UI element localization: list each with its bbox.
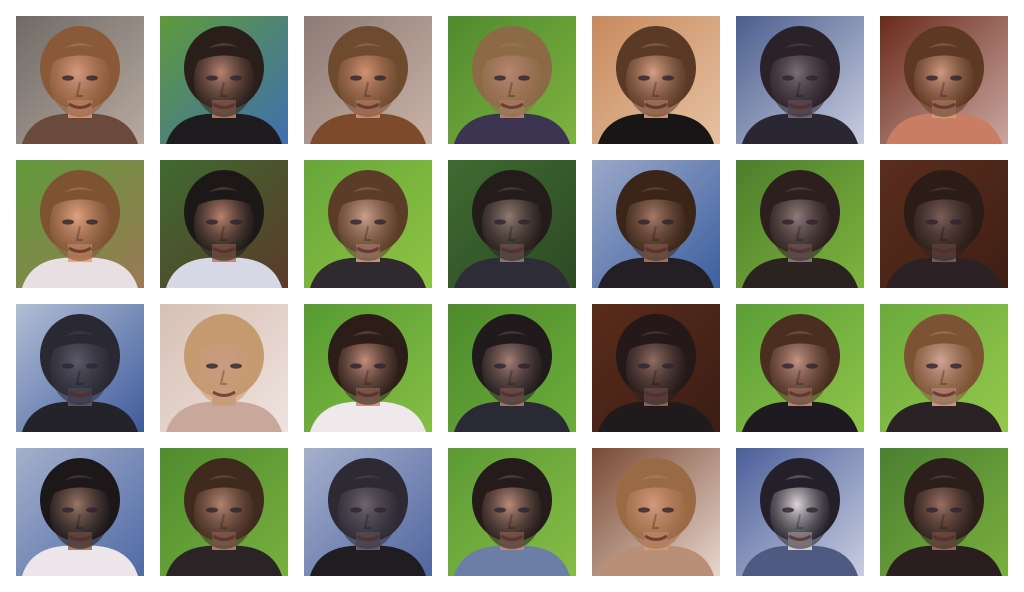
face-image — [880, 304, 1008, 432]
face-tile — [16, 304, 144, 432]
face-tile — [448, 304, 576, 432]
face-tile — [736, 16, 864, 144]
face-image — [592, 16, 720, 144]
face-tile — [160, 160, 288, 288]
face-image — [16, 160, 144, 288]
face-image — [880, 160, 1008, 288]
face-tile — [304, 16, 432, 144]
face-image — [736, 160, 864, 288]
face-tile — [736, 448, 864, 576]
face-image — [880, 448, 1008, 576]
face-tile — [160, 304, 288, 432]
face-tile — [592, 16, 720, 144]
face-image — [880, 16, 1008, 144]
face-tile — [16, 160, 144, 288]
face-tile — [592, 448, 720, 576]
face-tile — [304, 160, 432, 288]
face-image — [736, 16, 864, 144]
face-image — [592, 304, 720, 432]
face-tile — [160, 448, 288, 576]
face-image — [448, 160, 576, 288]
face-tile — [880, 160, 1008, 288]
face-tile — [736, 160, 864, 288]
face-image — [592, 160, 720, 288]
face-image — [448, 16, 576, 144]
face-image — [592, 448, 720, 576]
face-image — [736, 448, 864, 576]
face-tile — [880, 16, 1008, 144]
face-image — [160, 160, 288, 288]
face-image — [160, 16, 288, 144]
face-tile — [880, 448, 1008, 576]
face-image — [304, 448, 432, 576]
face-tile — [592, 160, 720, 288]
face-tile — [16, 448, 144, 576]
face-image — [160, 448, 288, 576]
face-tile — [304, 448, 432, 576]
face-image — [448, 304, 576, 432]
face-tile — [880, 304, 1008, 432]
face-tile — [448, 448, 576, 576]
face-image — [16, 16, 144, 144]
face-tile — [592, 304, 720, 432]
face-image — [160, 304, 288, 432]
face-tile — [736, 304, 864, 432]
face-tile — [448, 16, 576, 144]
face-image — [304, 160, 432, 288]
face-image — [736, 304, 864, 432]
face-tile — [160, 16, 288, 144]
face-tile — [16, 16, 144, 144]
face-image — [304, 16, 432, 144]
face-tile — [304, 304, 432, 432]
face-image — [16, 304, 144, 432]
face-image — [16, 448, 144, 576]
face-tile — [448, 160, 576, 288]
face-image — [304, 304, 432, 432]
face-image — [448, 448, 576, 576]
